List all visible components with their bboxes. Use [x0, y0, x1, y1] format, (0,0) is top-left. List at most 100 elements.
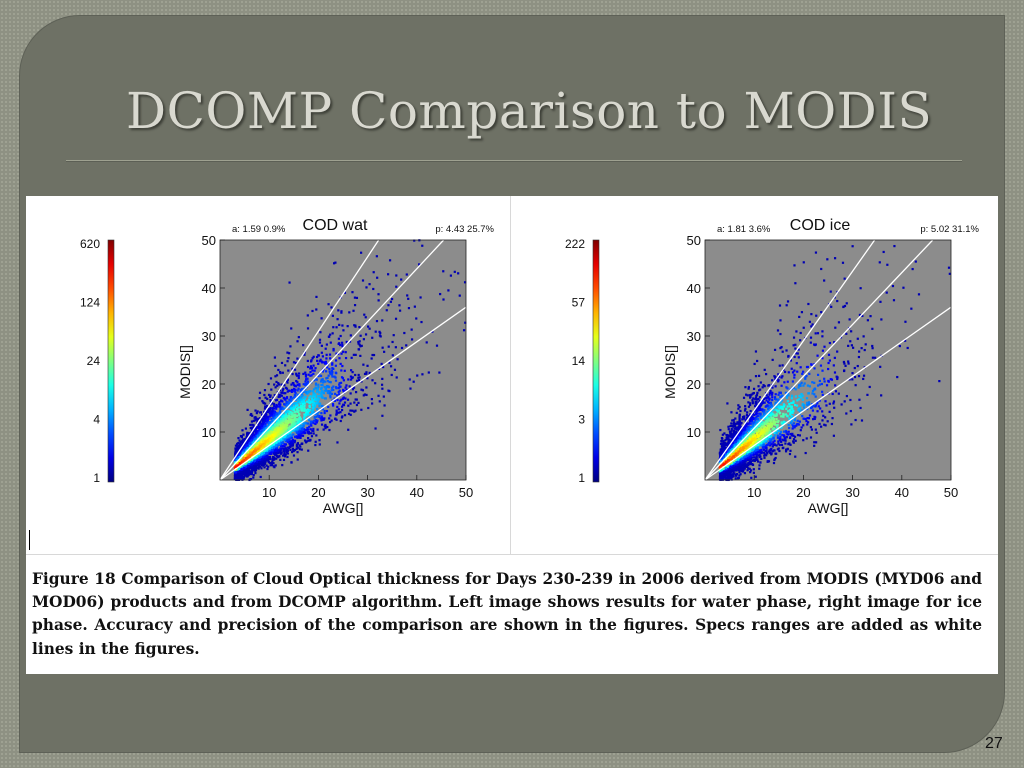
- density-point: [296, 431, 299, 435]
- density-point: [271, 421, 274, 424]
- density-point: [263, 393, 266, 397]
- density-point: [266, 419, 269, 422]
- density-point: [329, 396, 332, 399]
- density-point: [311, 369, 314, 372]
- density-point: [341, 405, 344, 408]
- density-point: [310, 374, 313, 377]
- density-point: [345, 384, 348, 387]
- density-point: [272, 448, 275, 451]
- density-point: [381, 377, 384, 380]
- density-point: [253, 429, 256, 432]
- density-point: [352, 353, 355, 356]
- density-point: [359, 345, 362, 348]
- density-point: [318, 405, 321, 408]
- density-point: [236, 451, 239, 454]
- colorbar-tick-label: 620: [80, 237, 100, 251]
- density-point: [251, 445, 254, 448]
- density-point: [463, 281, 467, 284]
- density-point: [266, 421, 269, 424]
- density-point: [340, 352, 343, 355]
- density-point: [281, 463, 284, 467]
- density-point: [295, 374, 299, 377]
- density-point: [273, 383, 276, 386]
- density-point: [353, 401, 356, 404]
- density-point: [340, 408, 344, 412]
- density-point: [291, 444, 295, 447]
- density-point: [321, 370, 325, 373]
- density-point: [347, 378, 350, 381]
- density-point: [394, 346, 397, 349]
- density-point: [254, 431, 258, 434]
- density-point: [286, 404, 289, 407]
- density-point: [273, 453, 277, 456]
- density-point: [292, 405, 296, 408]
- density-point: [279, 448, 283, 451]
- density-point: [362, 394, 365, 397]
- density-point: [290, 424, 293, 427]
- density-point: [307, 439, 310, 442]
- density-point: [316, 355, 319, 359]
- density-point: [334, 359, 338, 362]
- density-point: [247, 462, 250, 465]
- density-point: [333, 262, 336, 265]
- density-point: [256, 455, 259, 458]
- density-point: [259, 411, 262, 414]
- density-point: [261, 415, 265, 418]
- density-point: [372, 287, 375, 291]
- density-point: [250, 420, 254, 423]
- density-point: [296, 400, 300, 403]
- density-point: [388, 259, 392, 262]
- density-point: [288, 437, 292, 440]
- density-point: [314, 404, 317, 407]
- density-point: [335, 413, 338, 416]
- density-point: [244, 457, 247, 460]
- density-point: [272, 426, 275, 430]
- density-point: [263, 449, 266, 452]
- density-point: [371, 353, 374, 357]
- density-point: [268, 412, 271, 415]
- density-point: [283, 445, 286, 448]
- density-point: [307, 410, 310, 414]
- density-point: [291, 397, 294, 400]
- density-point: [377, 293, 380, 296]
- colorbar-tick-label: 24: [87, 354, 101, 368]
- density-point: [284, 407, 287, 410]
- density-point: [288, 438, 291, 441]
- density-point: [316, 389, 319, 392]
- density-point: [292, 402, 295, 405]
- density-point: [272, 407, 276, 410]
- density-point: [287, 357, 290, 360]
- density-point: [304, 384, 307, 387]
- density-point: [249, 423, 252, 426]
- density-point: [257, 461, 261, 464]
- density-point: [291, 425, 294, 428]
- colorbar-tick-label: 1: [93, 471, 100, 485]
- density-point: [258, 425, 261, 429]
- density-point: [249, 478, 252, 481]
- density-point: [276, 422, 280, 425]
- density-point: [328, 370, 331, 373]
- density-point: [311, 409, 314, 412]
- density-point: [290, 390, 293, 394]
- density-point: [326, 366, 329, 369]
- density-point: [318, 391, 321, 394]
- density-point: [288, 420, 291, 423]
- density-point: [360, 408, 363, 411]
- density-point: [248, 464, 251, 467]
- density-point: [243, 476, 246, 479]
- density-point: [272, 443, 276, 446]
- density-point: [308, 408, 311, 412]
- density-point: [372, 353, 376, 357]
- density-point: [285, 438, 288, 441]
- density-point: [277, 423, 280, 426]
- density-point: [296, 404, 299, 407]
- density-point: [264, 396, 267, 399]
- density-point: [355, 379, 359, 382]
- density-point: [330, 369, 333, 372]
- density-point: [306, 327, 310, 330]
- density-point: [320, 386, 323, 390]
- density-point: [371, 336, 374, 339]
- density-point: [365, 386, 368, 389]
- density-point: [342, 379, 345, 382]
- density-point: [326, 391, 329, 394]
